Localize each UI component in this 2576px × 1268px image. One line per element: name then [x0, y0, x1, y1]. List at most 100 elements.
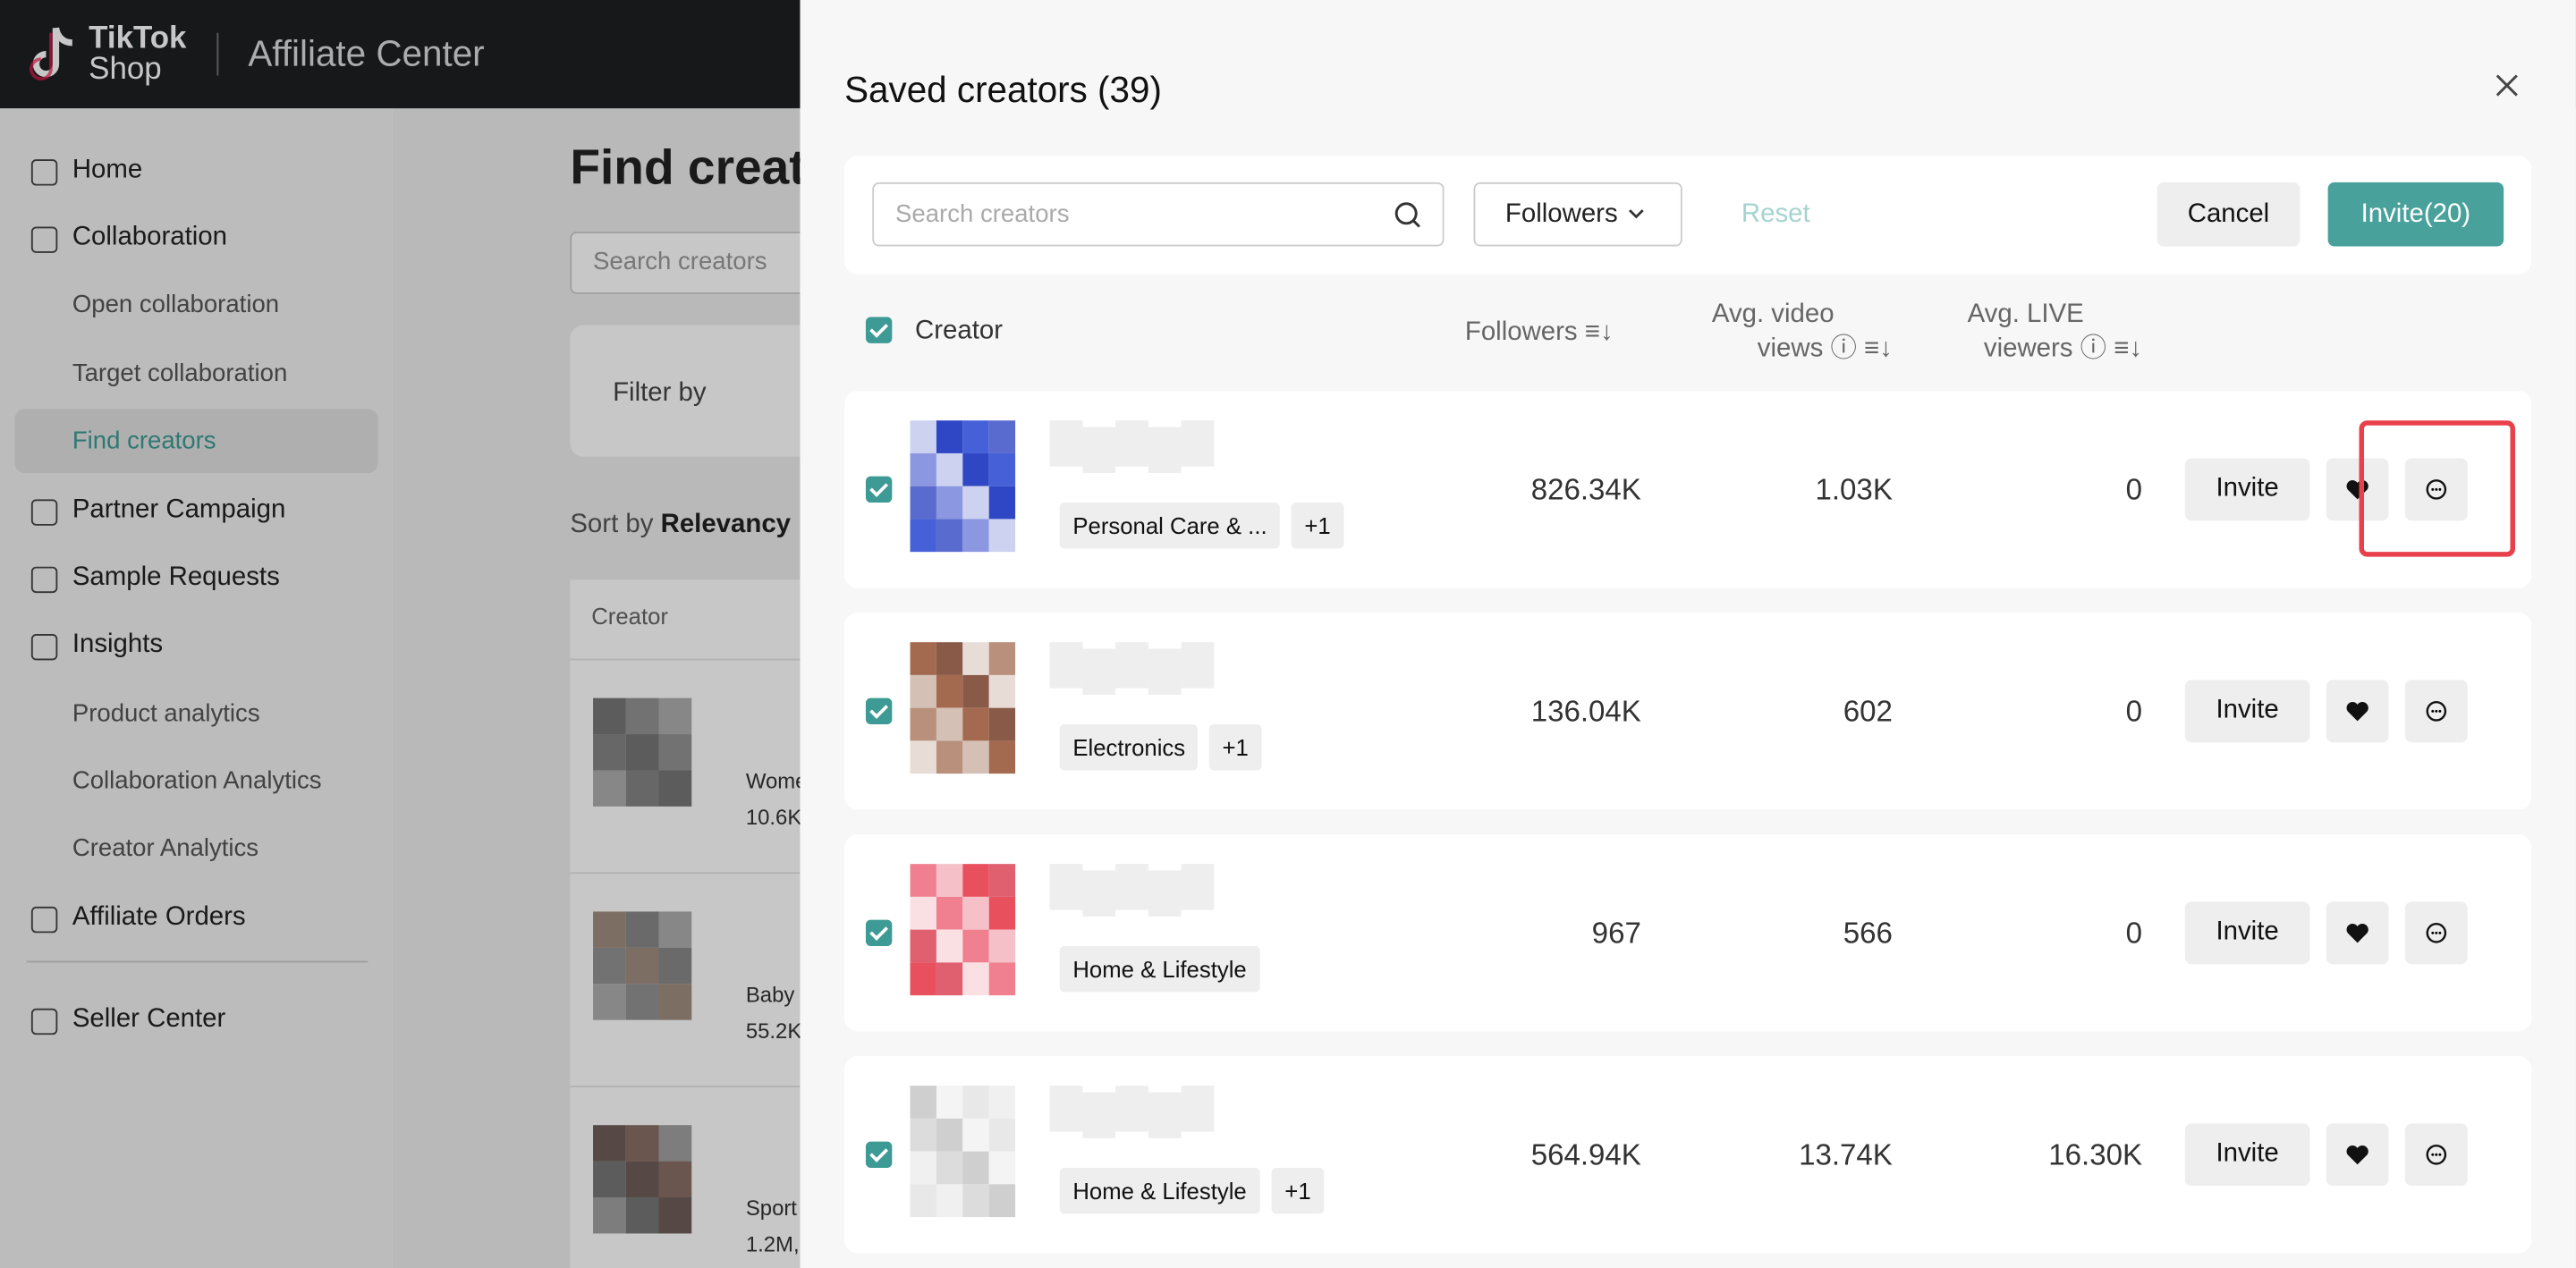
video-views: 13.74K	[1799, 1137, 1893, 1171]
followers: 136.04K	[1530, 694, 1641, 728]
name-pixel	[1082, 870, 1116, 917]
message-button[interactable]	[2404, 901, 2468, 965]
avatar-pixel	[593, 1125, 626, 1162]
filter-label: Followers	[1504, 199, 1618, 228]
nav-item[interactable]: Seller Center	[72, 1005, 226, 1034]
avatar-pixel	[910, 642, 936, 675]
avatar-pixel	[910, 707, 936, 741]
name-pixel	[1115, 420, 1148, 467]
brand: TikTok Shop	[89, 23, 186, 86]
cancel-button[interactable]: Cancel	[2157, 182, 2301, 247]
favorite-button[interactable]	[2326, 680, 2389, 743]
avatar-pixel	[936, 486, 963, 520]
followers-filter[interactable]: Followers	[1473, 182, 1682, 247]
logo	[30, 27, 73, 80]
avatar-pixel	[658, 697, 692, 735]
category-tag: +1	[1291, 503, 1344, 549]
heart-icon	[2346, 702, 2368, 722]
favorite-button[interactable]	[2326, 1123, 2389, 1187]
name-pixel	[1148, 1092, 1182, 1138]
sort-prefix: Sort by	[570, 511, 654, 539]
nav-item[interactable]: Collaboration Analytics	[72, 766, 322, 796]
name-pixel	[1082, 1092, 1116, 1138]
sort[interactable]: Sort by Relevancy	[570, 511, 791, 540]
nav-item[interactable]: Open collaboration	[72, 291, 280, 319]
message-button[interactable]	[2404, 458, 2468, 521]
message-button[interactable]	[2404, 680, 2468, 743]
name-pixel	[1115, 642, 1148, 689]
select-all-checkbox[interactable]	[865, 317, 893, 343]
avatar-pixel	[988, 740, 1016, 774]
column-header[interactable]: Avg. video views ⓘ ≡↓	[1711, 300, 1893, 363]
name-pixel	[1049, 864, 1083, 910]
followers: 1.2M,	[745, 1231, 800, 1257]
favorite-button[interactable]	[2326, 458, 2389, 521]
column-header[interactable]: Followers ≡↓	[1464, 318, 1614, 347]
avatar-pixel	[988, 962, 1016, 996]
column-header[interactable]: Avg. LIVE viewers ⓘ ≡↓	[1967, 300, 2143, 363]
category: Baby	[745, 982, 795, 1007]
row-checkbox[interactable]	[865, 697, 893, 725]
avatar-pixel	[910, 962, 936, 996]
nav-item[interactable]: Creator Analytics	[72, 834, 259, 863]
nav-item[interactable]: Affiliate Orders	[72, 903, 246, 932]
reset-button[interactable]: Reset	[1741, 200, 1810, 229]
nav-item[interactable]: Partner Campaign	[72, 495, 286, 524]
invite-all-button[interactable]: Invite(20)	[2327, 182, 2504, 247]
nav-item[interactable]: Product analytics	[72, 699, 260, 728]
header-text: Avg. LIVE	[1967, 300, 2084, 329]
nav-item[interactable]: Target collaboration	[72, 359, 288, 388]
avatar-pixel	[658, 984, 692, 1020]
invite-button[interactable]: Invite	[2184, 901, 2310, 965]
invite-button[interactable]: Invite	[2184, 680, 2310, 743]
avatar-pixel	[910, 1184, 936, 1218]
avatar-pixel	[658, 1197, 692, 1234]
nav-item[interactable]: Insights	[72, 630, 164, 659]
nav-icon	[30, 499, 58, 526]
nav-item[interactable]: Find creators	[72, 427, 216, 455]
avatar-pixel	[593, 770, 626, 807]
avatar-pixel	[962, 707, 989, 741]
avatar-pixel	[910, 420, 936, 453]
avatar-pixel	[936, 1118, 963, 1152]
avatar-pixel	[625, 734, 659, 771]
avatar-pixel	[962, 962, 989, 996]
row-checkbox[interactable]	[865, 1141, 893, 1168]
avatar-pixel	[988, 452, 1016, 486]
sort-value: Relevancy	[660, 511, 792, 539]
creator-row: Personal Care & ... +1 826.34K 1.03K 0 Invite	[844, 391, 2532, 588]
row-divider	[570, 658, 997, 661]
followers: 826.34K	[1530, 472, 1641, 506]
column-header: Creator	[915, 317, 1004, 345]
nav-icon	[30, 634, 58, 661]
row-checkbox[interactable]	[865, 476, 893, 503]
nav-item[interactable]: Sample Requests	[72, 563, 280, 592]
nav-item[interactable]: Collaboration	[72, 223, 227, 252]
creator-row: Home & Lifestyle 967 566 0 Invite	[844, 834, 2532, 1032]
invite-button[interactable]: Invite	[2184, 1123, 2310, 1187]
search-input[interactable]: Search creators	[872, 182, 1445, 247]
avatar-pixel	[593, 911, 626, 948]
avatar-pixel	[962, 1151, 989, 1185]
avatar-pixel	[593, 984, 626, 1020]
avatar-pixel	[593, 1161, 626, 1198]
message-button[interactable]	[2404, 1123, 2468, 1187]
category-tag: +1	[1208, 724, 1262, 771]
placeholder: Search creators	[895, 200, 1070, 229]
followers: 10.6K	[745, 805, 802, 830]
avatar-pixel	[962, 642, 989, 675]
avatar-pixel	[910, 674, 936, 708]
nav-item[interactable]: Home	[72, 156, 143, 184]
invite-button[interactable]: Invite	[2184, 458, 2310, 521]
avatar-pixel	[988, 1118, 1016, 1152]
avatar-pixel	[910, 864, 936, 897]
avatar-pixel	[936, 1086, 963, 1119]
favorite-button[interactable]	[2326, 901, 2389, 965]
avatar-pixel	[625, 947, 659, 985]
avatar-pixel	[962, 674, 989, 708]
category-tag: Personal Care & ...	[1059, 503, 1281, 549]
close-button[interactable]	[2494, 72, 2520, 98]
divider	[216, 32, 219, 76]
avatar-pixel	[936, 740, 963, 774]
row-checkbox[interactable]	[865, 919, 893, 946]
